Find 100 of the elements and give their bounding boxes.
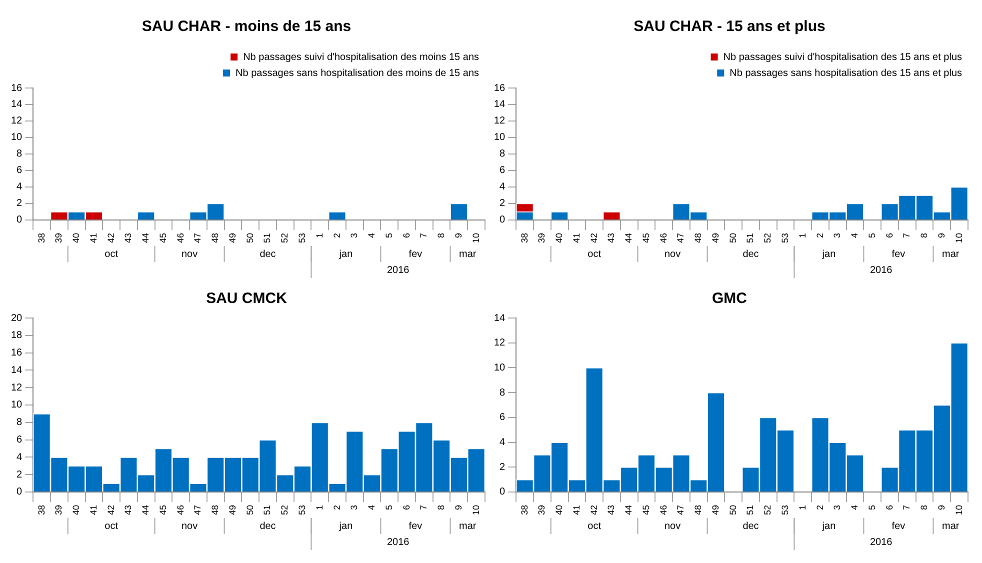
x-tick-label: 40 — [71, 504, 82, 516]
x-tick-label: 4 — [850, 232, 860, 238]
x-tick-label: 3 — [349, 504, 360, 510]
x-tick-label: 52 — [280, 504, 290, 516]
y-tick-label: 12 — [11, 382, 23, 394]
x-tick-label: 1 — [314, 504, 324, 510]
y-tick-label: 2 — [16, 469, 23, 480]
text: 2016 — [870, 264, 893, 276]
x-tick-label: 44 — [624, 232, 634, 244]
x-tick-label: 46 — [175, 232, 186, 244]
chart-title: SAU CHAR - 15 ans et plus — [634, 18, 826, 36]
x-tick-label: 53 — [296, 232, 307, 244]
text: dec — [742, 520, 759, 532]
y-tick-label: 12 — [494, 338, 506, 349]
text: dec — [742, 248, 759, 260]
x-tick-label: 9 — [453, 232, 464, 238]
y-tick-label: 0 — [16, 214, 23, 226]
x-tick-label: 52 — [280, 232, 290, 244]
x-tick-label: 5 — [866, 232, 877, 238]
x-tick-label: 38 — [36, 504, 46, 516]
y-tick-label: 18 — [11, 330, 23, 342]
y-tick-label: 0 — [16, 486, 23, 498]
x-tick-label: 2 — [814, 232, 825, 238]
x-tick-label: 46 — [658, 232, 668, 244]
legend-label: Nb passages sans hospitalisation des 15 ans et plus — [730, 68, 962, 79]
y-tick-label: 10 — [494, 362, 506, 374]
text: mar — [459, 520, 477, 532]
x-tick-label: 39 — [54, 232, 64, 244]
y-tick-label: 8 — [16, 148, 23, 160]
text: fev — [892, 520, 906, 532]
x-tick-label: 47 — [676, 504, 686, 516]
x-tick-label: 1 — [797, 504, 808, 510]
x-tick-label: 40 — [554, 232, 564, 244]
chart-title: SAU CHAR - moins de 15 ans — [142, 18, 352, 36]
x-tick-label: 47 — [192, 232, 203, 244]
y-tick-label: 10 — [11, 132, 23, 144]
x-tick-label: 48 — [693, 504, 704, 516]
y-tick-label: 12 — [494, 116, 506, 127]
y-tick-label: 14 — [494, 99, 506, 110]
y-tick-label: 16 — [11, 82, 23, 94]
x-tick-label: 5 — [384, 504, 394, 510]
y-tick-label: 8 — [500, 148, 506, 160]
x-tick-label: 45 — [640, 232, 651, 244]
x-tick-label: 45 — [158, 504, 168, 516]
y-tick-label: 4 — [16, 452, 23, 463]
x-tick-label: 4 — [850, 504, 860, 510]
x-tick-label: 6 — [884, 232, 894, 238]
legend-label: Nb passages sans hospitalisation des moins de 15 ans — [236, 68, 480, 79]
x-tick-label: 3 — [832, 232, 842, 238]
x-tick-label: 51 — [745, 504, 756, 516]
y-tick-label: 4 — [16, 182, 23, 193]
x-tick-label: 10 — [470, 504, 481, 516]
y-tick-label: 16 — [494, 82, 506, 94]
x-tick-label: 45 — [158, 232, 168, 244]
y-tick-label: 14 — [494, 312, 506, 324]
x-tick-label: 48 — [693, 232, 704, 244]
x-tick-label: 39 — [54, 504, 64, 516]
y-tick-label: 10 — [494, 132, 506, 144]
x-tick-label: 41 — [571, 504, 582, 516]
x-tick-label: 46 — [175, 504, 186, 516]
x-tick-label: 6 — [401, 504, 412, 510]
x-tick-label: 44 — [624, 504, 634, 516]
x-tick-label: 40 — [554, 504, 564, 516]
x-tick-label: 41 — [88, 232, 98, 244]
x-tick-label: 51 — [262, 504, 272, 516]
x-tick-label: 40 — [71, 232, 82, 244]
x-tick-label: 4 — [366, 504, 377, 510]
text: mar — [942, 520, 960, 532]
x-tick-label: 50 — [244, 504, 255, 516]
y-tick-label: 12 — [11, 116, 23, 127]
x-tick-label: 47 — [192, 504, 203, 516]
x-tick-label: 6 — [884, 504, 894, 510]
x-tick-label: 1 — [314, 232, 324, 238]
y-tick-label: 6 — [500, 412, 506, 424]
x-tick-label: 8 — [919, 232, 930, 238]
chart-title: GMC — [712, 290, 748, 308]
x-tick-label: 44 — [140, 232, 151, 244]
x-tick-label: 9 — [936, 504, 946, 510]
x-tick-label: 39 — [536, 232, 547, 244]
x-tick-label: 9 — [936, 232, 946, 238]
text: fev — [408, 520, 422, 532]
text: mar — [459, 248, 477, 260]
x-tick-label: 38 — [519, 232, 530, 244]
y-tick-label: 6 — [500, 165, 506, 176]
x-tick-label: 1 — [797, 232, 808, 238]
x-tick-label: 53 — [780, 232, 790, 244]
text: nov — [664, 520, 681, 532]
x-tick-label: 44 — [140, 504, 151, 516]
y-tick-label: 4 — [500, 437, 506, 448]
text: nov — [181, 520, 198, 532]
x-tick-label: 42 — [106, 504, 116, 516]
y-tick-label: 10 — [11, 400, 23, 411]
x-tick-label: 3 — [349, 232, 360, 238]
x-tick-label: 43 — [606, 232, 616, 244]
x-tick-label: 43 — [123, 232, 134, 244]
legend-label: Nb passages suivi d'hospitalisation des moins 15 ans — [243, 52, 480, 63]
x-tick-label: 8 — [436, 504, 446, 510]
x-tick-label: 2 — [814, 504, 825, 510]
text: 2016 — [386, 536, 410, 548]
x-tick-label: 10 — [954, 504, 964, 516]
